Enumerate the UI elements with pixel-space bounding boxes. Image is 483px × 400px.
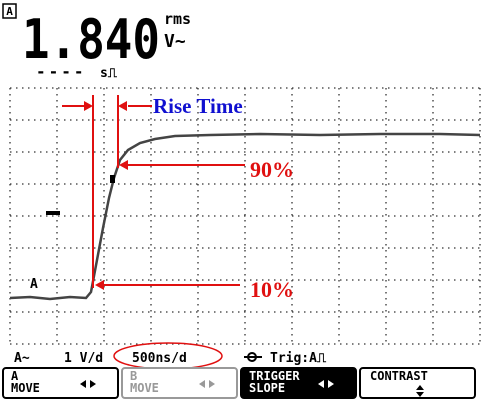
softkey-label: SLOPE <box>249 381 285 395</box>
range-dashes: ---- <box>36 62 87 81</box>
softkey-label: MOVE <box>130 381 159 395</box>
unit-top: rms <box>164 10 191 28</box>
level-marker <box>46 211 60 215</box>
upper-label: 90% <box>250 157 294 182</box>
softkey-label: MOVE <box>11 381 40 395</box>
softkey-label: CONTRAST <box>370 369 428 383</box>
softkey[interactable]: CONTRAST <box>360 368 475 398</box>
volts-per-div: 1 V/d <box>64 351 103 366</box>
coupling: A~ <box>14 351 30 366</box>
time-per-div: 500ns/d <box>132 351 187 366</box>
unit-bottom: V~ <box>164 31 186 52</box>
trigger: Trig:A⎍ <box>270 351 327 366</box>
range-unit: s⎍ <box>100 66 118 81</box>
scope-screen: A 1.840 rms V~ ---- s⎍ A Rise Time 90% 1… <box>0 0 483 400</box>
cursor-marker <box>110 175 115 183</box>
channel-label: A <box>6 5 13 18</box>
lower-label: 10% <box>250 277 294 302</box>
rise-time-label: Rise Time <box>153 94 243 118</box>
trace-marker: A <box>30 277 38 292</box>
